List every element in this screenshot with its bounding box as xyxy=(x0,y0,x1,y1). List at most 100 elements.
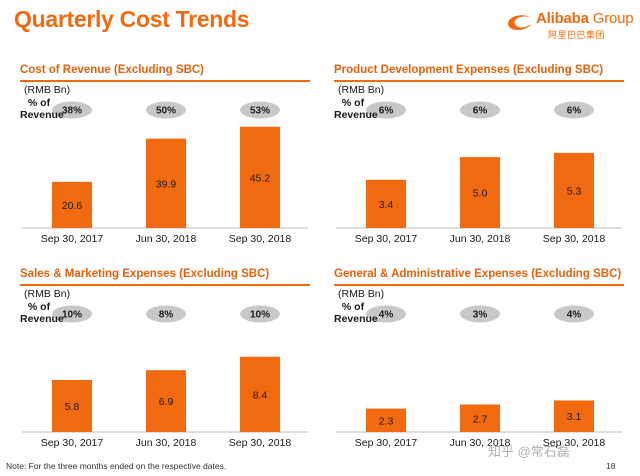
x-tick-label: Jun 30, 2018 xyxy=(136,437,197,449)
alibaba-logo: Alibaba Group 阿里巴巴集团 xyxy=(504,8,634,42)
pct-badge xyxy=(146,305,186,323)
pct-badge-text: 6% xyxy=(567,106,582,117)
bar-value-label: 3.4 xyxy=(379,199,394,211)
pct-label-line-2: Revenue xyxy=(20,313,64,325)
logo-chinese-text: 阿里巴巴集团 xyxy=(548,30,606,40)
bar-value-label: 5.0 xyxy=(473,188,488,200)
logo-text: Alibaba xyxy=(536,10,589,27)
pct-of-revenue-label: % of Revenue xyxy=(20,97,64,121)
x-tick-label: Sep 30, 2017 xyxy=(355,233,418,245)
x-tick-label: Sep 30, 2018 xyxy=(543,233,606,245)
product-development-chart: 6% 3.4 Sep 30, 2017 6% 5.0 Jun 30, 2018 6% 5.3 S… xyxy=(334,64,624,250)
pct-badge xyxy=(460,305,500,323)
bar xyxy=(366,408,406,432)
pct-badge-text: 4% xyxy=(379,310,394,321)
bar xyxy=(240,356,280,432)
pct-of-revenue-label: % of Revenue xyxy=(20,301,64,325)
title-rule xyxy=(20,80,310,82)
pct-badge-text: 3% xyxy=(473,310,488,321)
pct-badge xyxy=(554,305,594,323)
x-tick-label: Jun 30, 2018 xyxy=(136,233,197,245)
pct-label-line-1: % of xyxy=(341,97,365,109)
pct-label-line-2: Revenue xyxy=(20,109,64,121)
bar-value-label: 39.9 xyxy=(156,178,177,190)
x-tick-label: Jun 30, 2018 xyxy=(450,437,511,449)
x-tick-label: Sep 30, 2018 xyxy=(229,437,292,449)
pct-badge xyxy=(52,305,92,323)
pct-badge xyxy=(366,101,406,119)
pct-badge-text: 50% xyxy=(156,106,176,117)
sales-marketing-chart: 10% 5.8 Sep 30, 2017 8% 6.9 Jun 30, 2018 10% 8.… xyxy=(20,268,310,454)
chart-svg: 6% 3.4 Sep 30, 2017 6% 5.0 Jun 30, 2018 6% 5.3 S… xyxy=(336,101,622,245)
bar xyxy=(240,126,280,228)
watermark: 知乎 @常石磊 xyxy=(488,444,570,459)
bar-value-label: 2.7 xyxy=(473,413,488,425)
bar-value-label: 2.3 xyxy=(379,415,394,427)
pct-badge xyxy=(146,101,186,119)
title-rule xyxy=(20,284,310,286)
bar xyxy=(146,138,186,228)
x-tick-label: Sep 30, 2017 xyxy=(355,437,418,449)
bar-value-label: 20.6 xyxy=(62,200,83,212)
bar xyxy=(554,400,594,432)
pct-badge xyxy=(240,305,280,323)
bar xyxy=(554,152,594,228)
bar xyxy=(366,179,406,228)
bar-value-label: 3.1 xyxy=(567,411,582,423)
bar-value-label: 45.2 xyxy=(250,172,271,184)
bar xyxy=(52,380,92,432)
bar xyxy=(52,181,92,228)
pct-badge-text: 53% xyxy=(250,106,270,117)
chart-title: General & Administrative Expenses (Exclu… xyxy=(334,268,622,280)
pct-badge-text: 4% xyxy=(567,310,582,321)
pct-label-line-1: % of xyxy=(27,301,51,313)
pct-badge xyxy=(240,101,280,119)
x-tick-label: Sep 30, 2018 xyxy=(543,437,606,449)
bar xyxy=(460,157,500,228)
x-tick-label: Sep 30, 2017 xyxy=(41,437,104,449)
pct-badge-text: 6% xyxy=(473,106,488,117)
pct-badge-text: 8% xyxy=(159,310,174,321)
pct-label-line-2: Revenue xyxy=(334,109,378,121)
page-title: Quarterly Cost Trends xyxy=(14,6,250,32)
alibaba-smile-icon xyxy=(508,15,532,31)
chart-svg: 10% 5.8 Sep 30, 2017 8% 6.9 Jun 30, 2018 10% 8.… xyxy=(22,305,308,449)
cost-of-revenue-chart: 38% 20.6 Sep 30, 2017 50% 39.9 Jun 30, 2018 53… xyxy=(20,64,310,250)
bar-value-label: 5.8 xyxy=(65,401,80,413)
pct-label-line-1: % of xyxy=(27,97,51,109)
bar xyxy=(146,370,186,432)
pct-badge-text: 10% xyxy=(62,310,82,321)
unit-label: (RMB Bn) xyxy=(24,288,71,300)
bar-value-label: 5.3 xyxy=(567,185,582,197)
bar-value-label: 8.4 xyxy=(253,389,268,401)
logo-group-text: Group xyxy=(592,10,634,27)
x-tick-label: Sep 30, 2017 xyxy=(41,233,104,245)
chart-svg: 4% 2.3 Sep 30, 2017 3% 2.7 Jun 30, 2018 4% 3.1 S… xyxy=(336,305,622,449)
unit-label: (RMB Bn) xyxy=(24,84,71,96)
pct-of-revenue-label: % of Revenue xyxy=(334,97,378,121)
unit-label: (RMB Bn) xyxy=(338,84,385,96)
page-number: 18 xyxy=(606,461,616,471)
unit-label: (RMB Bn) xyxy=(338,288,385,300)
pct-badge xyxy=(460,101,500,119)
pct-of-revenue-label: % of Revenue xyxy=(334,301,378,325)
x-tick-label: Sep 30, 2018 xyxy=(229,233,292,245)
bar xyxy=(460,404,500,432)
chart-title: Sales & Marketing Expenses (Excluding SB… xyxy=(20,268,270,280)
chart-svg: 38% 20.6 Sep 30, 2017 50% 39.9 Jun 30, 2018 53… xyxy=(22,101,308,245)
pct-badge xyxy=(366,305,406,323)
pct-label-line-2: Revenue xyxy=(334,313,378,325)
chart-title: Product Development Expenses (Excluding … xyxy=(334,64,604,76)
bar-value-label: 6.9 xyxy=(159,396,174,408)
title-rule xyxy=(334,80,624,82)
chart-title: Cost of Revenue (Excluding SBC) xyxy=(20,64,205,76)
pct-badge xyxy=(554,101,594,119)
pct-badge-text: 10% xyxy=(250,310,270,321)
pct-label-line-1: % of xyxy=(341,301,365,313)
pct-badge-text: 6% xyxy=(379,106,394,117)
pct-badge xyxy=(52,101,92,119)
title-rule xyxy=(334,284,624,286)
general-administrative-chart: 4% 2.3 Sep 30, 2017 3% 2.7 Jun 30, 2018 4% 3.1 S… xyxy=(334,268,624,454)
pct-badge-text: 38% xyxy=(62,106,82,117)
x-tick-label: Jun 30, 2018 xyxy=(450,233,511,245)
